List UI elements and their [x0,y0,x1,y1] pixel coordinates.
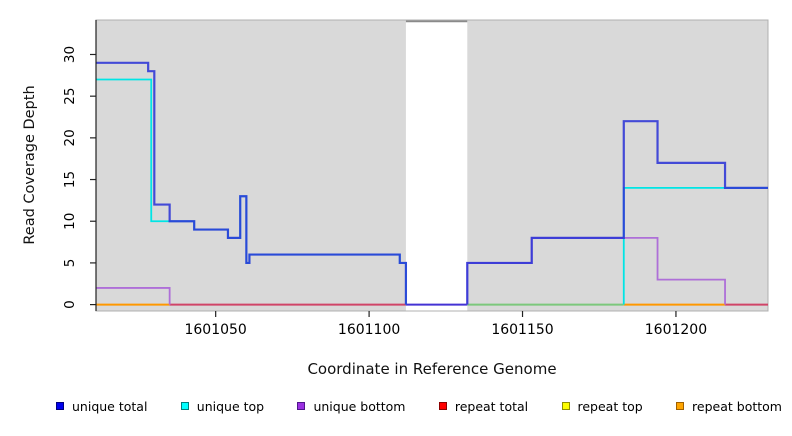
y-tick-label: 20 [62,129,78,146]
y-axis-title: Read Coverage Depth [22,85,38,245]
legend-swatch-icon [297,402,306,410]
y-tick-label: 0 [62,300,78,309]
y-tick-label: 15 [62,171,78,188]
legend-label: unique top [196,398,265,414]
x-tick-label: 1601200 [645,322,707,338]
x-tick-label: 1601100 [338,322,400,338]
legend-item-unique-top: unique top [180,398,265,414]
legend-label: unique total [72,398,148,414]
legend-item-unique-bottom: unique bottom [297,398,406,414]
chart-legend: unique total unique top unique bottom repea… [56,397,782,415]
y-tick-label: 30 [62,46,78,63]
legend-item-unique-total: unique total [56,399,147,414]
legend-label: unique bottom [313,398,406,414]
x-tick-label: 1601050 [184,322,246,338]
x-tick-label: 1601150 [491,322,553,338]
legend-swatch-icon [56,402,64,410]
y-tick-label: 10 [62,213,78,230]
legend-label: repeat total [454,398,529,414]
legend-swatch-icon [180,402,189,410]
series-line-unique-total [96,61,768,305]
legend-swatch-icon [676,402,685,410]
legend-label: repeat top [577,398,643,414]
masked-gap-region [405,20,468,311]
legend-label: repeat bottom [692,398,782,414]
x-axis-title: Coordinate in Reference Genome [307,360,557,378]
legend-item-repeat-total: repeat total [438,398,529,414]
legend-item-repeat-top: repeat top [561,398,643,414]
legend-swatch-icon [561,402,570,410]
legend-swatch-icon [438,402,447,410]
legend-item-repeat-bottom: repeat bottom [676,399,782,414]
y-tick-label: 5 [62,259,78,268]
y-tick-label: 25 [62,88,78,105]
